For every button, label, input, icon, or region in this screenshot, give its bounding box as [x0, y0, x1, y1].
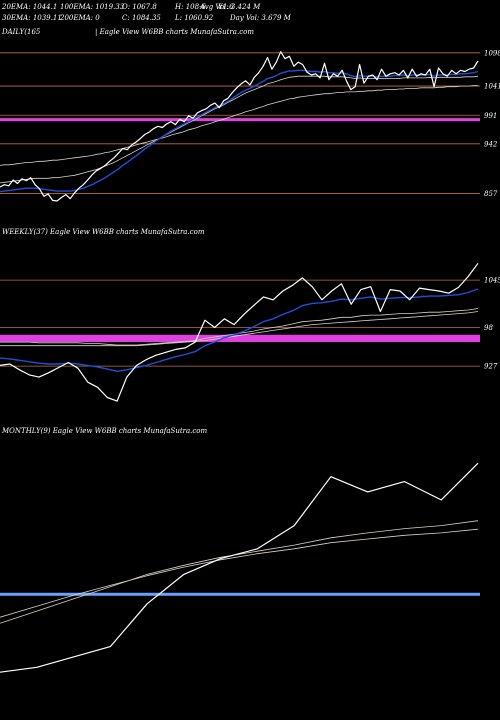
monthly-price-line: [0, 462, 479, 673]
daily-ema-line-1: [0, 69, 479, 193]
daily-ema-line-2: [0, 75, 479, 184]
daily-tick-label-0: 1098: [484, 49, 500, 57]
weekly-tick-label-0: 1045: [484, 277, 500, 285]
header-ema100: 100EMA: 1019.33: [60, 3, 125, 11]
daily-ema-line-3: [0, 85, 478, 166]
monthly-ema-line-1: [0, 520, 479, 624]
header-avgvol: Avg Vol: 3.424 M: [200, 3, 261, 11]
weekly-ema-line-3: [0, 311, 479, 347]
weekly-support-band: [0, 334, 480, 343]
daily-panel-title: DAILY(165: [2, 28, 41, 36]
daily-tick-label-4: 857: [484, 190, 498, 198]
monthly-panel-title: MONTHLY(9) Eagle View W6BB charts Munafa…: [2, 427, 208, 435]
monthly-support-band: [0, 592, 480, 596]
daily-tick-label-2: 991: [484, 112, 497, 120]
daily-panel-source: | Eagle View W6BB charts MunafaSutra.com: [95, 28, 254, 36]
daily-tick-label-3: 942: [484, 140, 498, 148]
header-close: C: 1084.35: [122, 14, 161, 22]
header-ema30: 30EMA: 1039.11: [2, 14, 62, 22]
weekly-tick-label-1: 98: [484, 324, 493, 332]
daily-support-band: [0, 118, 480, 122]
weekly-price-line: [0, 262, 479, 402]
header-dayvol: Day Vol: 3.679 M: [230, 14, 291, 22]
header-ema200: 200EMA: 0: [60, 14, 100, 22]
header-ema20: 20EMA: 1044.1: [2, 3, 58, 11]
header-open: O: 1067.8: [122, 3, 157, 11]
daily-price-line: [0, 51, 479, 202]
header-low: L: 1060.92: [175, 14, 214, 22]
header-high: H: 108·6: [175, 3, 206, 11]
header-ovl: ¥1.6: [218, 3, 234, 11]
monthly-ema-line-2: [0, 528, 479, 618]
weekly-ema-line-1: [0, 288, 479, 372]
weekly-panel-title: WEEKLY(37) Eagle View W6BB charts Munafa…: [2, 228, 205, 236]
daily-tick-label-1: 1041: [484, 83, 500, 91]
weekly-tick-label-2: 927: [484, 363, 498, 371]
